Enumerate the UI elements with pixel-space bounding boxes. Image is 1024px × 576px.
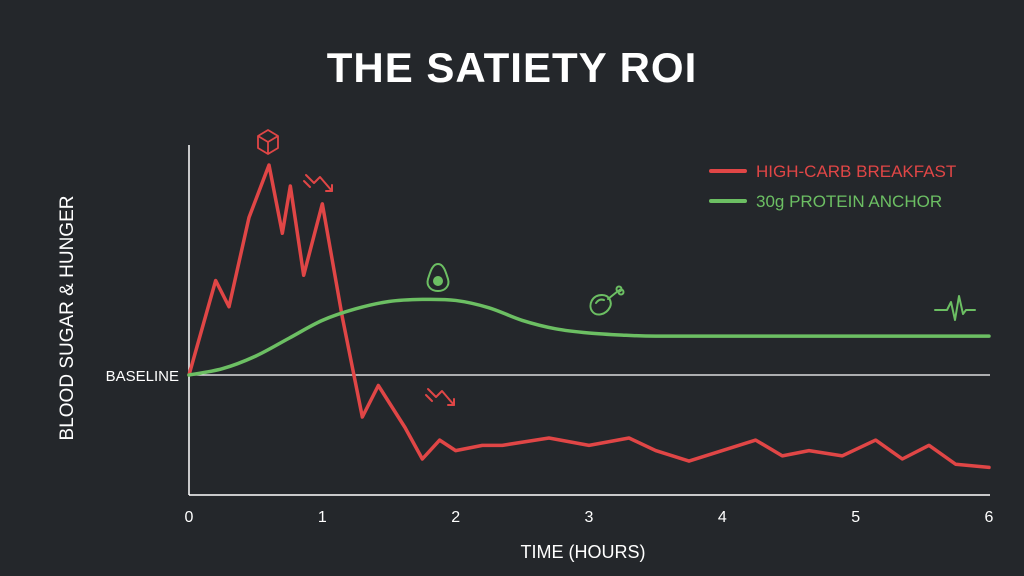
baseline-label: BASELINE [106, 368, 179, 385]
series-line-high-carb [187, 163, 991, 470]
legend-label-high-carb: HIGH-CARB BREAKFAST [756, 162, 956, 181]
chicken-leg-icon [589, 285, 625, 316]
x-tick-label: 6 [985, 509, 994, 526]
x-tick-label: 5 [851, 509, 860, 526]
down-arrow-icon [303, 174, 333, 192]
sugar-cube-icon [257, 129, 279, 155]
x-tick-label: 1 [318, 509, 327, 526]
chart-title: THE SATIETY ROI [326, 44, 698, 91]
heartbeat-icon [934, 295, 976, 321]
legend: HIGH-CARB BREAKFAST 30g PROTEIN ANCHOR [709, 162, 956, 211]
series-lines [187, 163, 991, 470]
y-axis-title: BLOOD SUGAR & HUNGER [57, 196, 78, 441]
x-tick-labels: 0 1 2 3 4 5 6 [185, 509, 994, 526]
series-line-protein [187, 297, 991, 377]
x-tick-label: 0 [185, 509, 194, 526]
x-axis-title: TIME (HOURS) [521, 542, 646, 562]
x-tick-label: 3 [585, 509, 594, 526]
x-tick-label: 2 [451, 509, 460, 526]
avocado-icon [426, 262, 450, 293]
legend-label-protein: 30g PROTEIN ANCHOR [756, 192, 942, 211]
x-tick-label: 4 [718, 509, 727, 526]
down-arrow-icon [425, 388, 455, 406]
